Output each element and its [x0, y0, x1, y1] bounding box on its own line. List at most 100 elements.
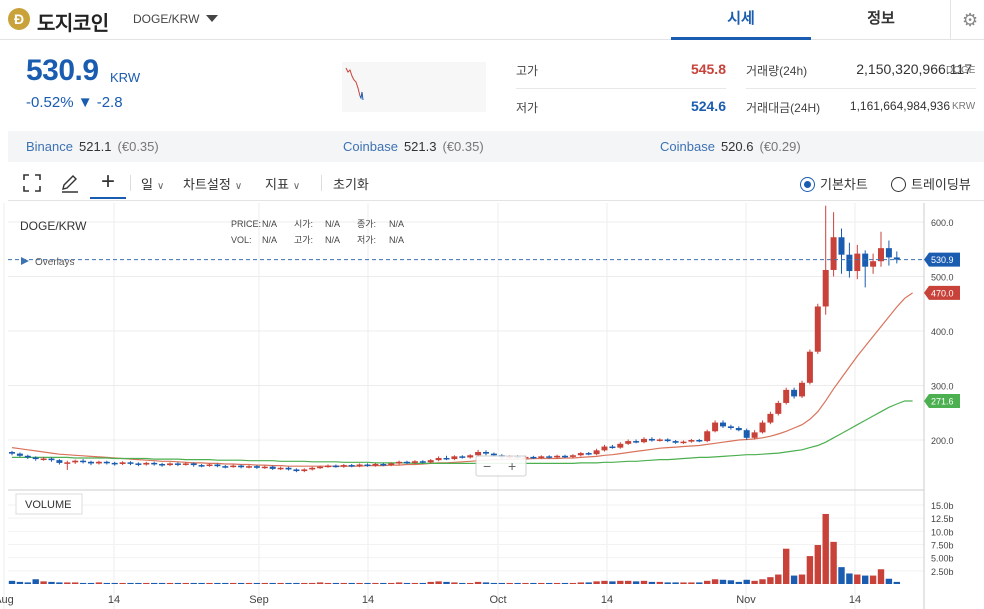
ma-short-tag: 271.6 — [931, 396, 954, 406]
tradingview-radio[interactable]: 트레이딩뷰 — [891, 174, 971, 193]
candle-body — [625, 441, 632, 444]
candle-body — [459, 456, 466, 458]
overlays-arrow-icon[interactable] — [21, 257, 29, 265]
volume-bar — [301, 582, 308, 584]
reset-button[interactable]: 초기화 — [333, 177, 369, 192]
ma-short-line — [12, 400, 913, 464]
zoom-in-button[interactable]: + — [508, 458, 516, 474]
turnover-unit: KRW — [952, 101, 976, 112]
tab-info[interactable]: 정보 — [867, 10, 895, 27]
price-tick-label: 500.0 — [931, 273, 954, 283]
crosshair-icon[interactable]: + — [100, 168, 115, 195]
zoom-out-button[interactable]: − — [483, 458, 491, 474]
volume-bar — [593, 581, 600, 584]
volume-bar — [419, 582, 426, 584]
toolbar-divider — [130, 175, 131, 191]
volume-bar — [506, 582, 513, 584]
overlays-toggle[interactable]: Overlays — [35, 257, 74, 268]
tab-price[interactable]: 시세 — [671, 0, 811, 40]
gear-icon[interactable]: ⚙ — [962, 10, 979, 30]
stat-divider — [516, 88, 726, 89]
volume-bar — [72, 582, 79, 584]
candle-body — [372, 463, 379, 466]
volume-bar — [395, 582, 403, 584]
period-dropdown[interactable]: 일 ∨ — [141, 174, 164, 193]
volume-bar — [862, 575, 869, 584]
candle-body — [127, 462, 134, 464]
date-tick-label: 14 — [849, 594, 861, 606]
candle-body — [751, 432, 758, 438]
chevron-down-icon: ∨ — [292, 181, 301, 192]
candle-body — [688, 440, 695, 442]
volume-bar — [135, 582, 142, 584]
candle-body — [641, 438, 647, 443]
candle-body — [119, 462, 126, 464]
volume-bar — [198, 582, 205, 584]
candle-body — [806, 351, 813, 383]
candle-body — [878, 248, 884, 262]
volume-bar — [830, 541, 837, 584]
candle-body — [182, 463, 189, 465]
open-info-label: 시가: — [294, 219, 313, 229]
chart-settings-dropdown[interactable]: 차트설정 ∨ — [183, 174, 242, 193]
candle-body — [174, 463, 181, 465]
candle-body — [309, 467, 316, 470]
volume-bar — [672, 582, 679, 584]
candle-body — [301, 469, 308, 472]
coin-name: 도지코인 — [37, 13, 109, 35]
volume-bar — [16, 581, 24, 584]
volume-bar — [482, 582, 490, 584]
chevron-down-icon: ∨ — [234, 181, 243, 192]
volume-bar — [743, 579, 750, 584]
volume-bar — [885, 578, 893, 584]
low-label: 저가 — [516, 101, 539, 115]
chart-toolbar: + 일 ∨ 차트설정 ∨ 지표 ∨ 초기화 기본차트 트레이딩뷰 — [8, 165, 984, 201]
candle-body — [159, 463, 166, 466]
candlestick-chart[interactable]: 600.0 500.0 400.0 300.0 200.0 15.0b 12.5b 10.0… — [0, 203, 984, 609]
candle-body — [775, 402, 782, 414]
volume-bar — [846, 573, 853, 584]
date-tick-label: Aug — [0, 594, 14, 606]
exchange-name: Binance — [26, 139, 73, 154]
indicator-label: 지표 — [265, 177, 289, 192]
basic-chart-radio[interactable]: 기본차트 — [800, 174, 868, 193]
volume-bar — [143, 582, 150, 584]
candle-body — [206, 464, 213, 467]
volume-bar — [372, 582, 379, 584]
toolbar-divider — [321, 175, 322, 191]
candle-body — [783, 389, 790, 403]
caret-down-icon[interactable] — [206, 15, 218, 22]
pencil-icon[interactable] — [58, 171, 82, 195]
volume-bar — [798, 574, 806, 584]
volume-bar — [451, 582, 458, 584]
last-price-tag-bg — [924, 252, 960, 267]
settings-label: 차트설정 — [183, 177, 231, 192]
candle-body — [32, 457, 39, 460]
indicator-dropdown[interactable]: 지표 ∨ — [265, 174, 300, 193]
candle-body — [214, 464, 221, 467]
volume-bar — [190, 582, 197, 584]
fullscreen-icon[interactable] — [20, 171, 44, 195]
price-info-value: N/A — [262, 219, 277, 229]
volume-bar — [498, 582, 505, 584]
volume-bar — [561, 582, 569, 584]
volume-label: 거래량(24h) — [746, 64, 808, 78]
price-unit: KRW — [110, 70, 141, 85]
candle-body — [340, 465, 347, 467]
volume-bar — [356, 582, 363, 584]
candle-body — [538, 456, 545, 458]
volume-bar — [174, 582, 182, 584]
volume-bar — [24, 582, 31, 584]
open-info-value: N/A — [325, 219, 340, 229]
candle-body — [419, 461, 426, 463]
candle-body — [269, 466, 276, 469]
candle-body — [814, 306, 821, 352]
volume-bar — [253, 582, 261, 584]
candle-body — [743, 430, 750, 438]
volume-bar — [648, 581, 656, 584]
candle-body — [656, 439, 663, 441]
volume-bar — [546, 582, 553, 584]
volume-bar — [664, 582, 671, 584]
volume-bar — [40, 581, 47, 584]
candle-body — [80, 460, 87, 463]
